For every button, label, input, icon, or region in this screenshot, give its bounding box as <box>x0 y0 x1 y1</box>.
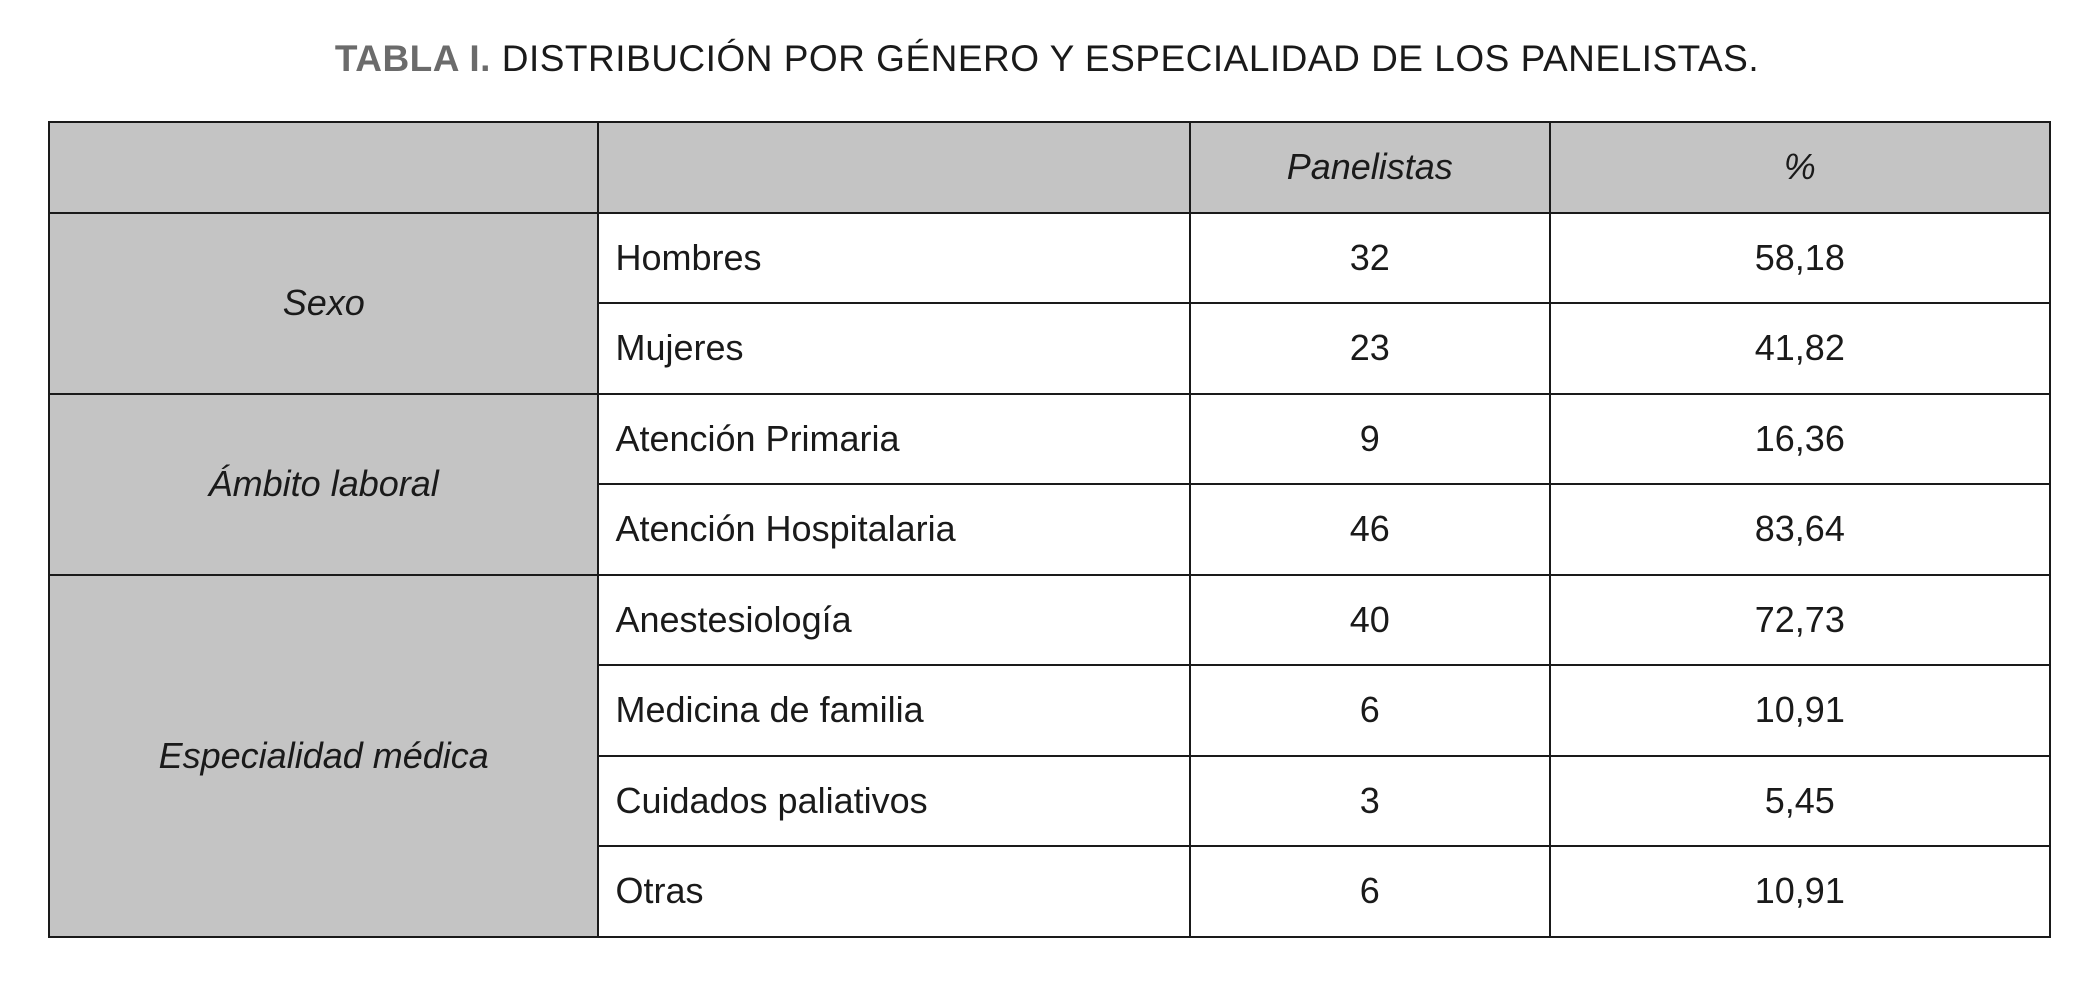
table-caption: DISTRIBUCIÓN POR GÉNERO Y ESPECIALIDAD D… <box>501 38 1760 79</box>
percent-cell: 58,18 <box>1548 211 2052 304</box>
count-cell: 23 <box>1188 302 1551 395</box>
table-title: TABLA I. DISTRIBUCIÓN POR GÉNERO Y ESPEC… <box>0 38 2094 80</box>
row-label: Atención Hospitalaria <box>597 483 1191 576</box>
count-cell: 3 <box>1188 754 1551 847</box>
row-label: Atención Primaria <box>597 392 1191 485</box>
table-row: Especialidad médica Anestesiología 40 72,73 <box>47 573 2052 938</box>
row-label: Cuidados paliativos <box>597 754 1191 847</box>
table-row: Otras 6 10,91 <box>49 845 2052 938</box>
percent-cell: 10,91 <box>1548 845 2052 938</box>
table-row: Mujeres 23 41,82 <box>49 302 2052 395</box>
group-cell: Sexo <box>47 211 600 395</box>
count-cell: 40 <box>1188 573 1551 666</box>
header-row: Panelistas % <box>47 121 2052 214</box>
row-label: Medicina de familia <box>597 664 1191 757</box>
percent-cell: 41,82 <box>1548 302 2052 395</box>
header-cell <box>597 121 1191 214</box>
table-row: Sexo Hombres 32 58,18 <box>47 211 2052 395</box>
row-label: Otras <box>597 845 1191 938</box>
table-row: Cuidados paliativos 3 5,45 <box>49 754 2052 847</box>
table-row: Ámbito laboral Atención Primaria 9 16,36 <box>47 392 2052 576</box>
table-row: Atención Hospitalaria 46 83,64 <box>49 483 2052 576</box>
row-label: Hombres <box>597 211 1191 304</box>
percent-cell: 10,91 <box>1548 664 2052 757</box>
group-cell: Ámbito laboral <box>47 392 600 576</box>
row-label: Anestesiología <box>597 573 1191 666</box>
count-cell: 6 <box>1188 845 1551 938</box>
count-cell: 6 <box>1188 664 1551 757</box>
table-row: Medicina de familia 6 10,91 <box>49 664 2052 757</box>
group-cell: Especialidad médica <box>47 573 600 938</box>
row-label: Mujeres <box>597 302 1191 395</box>
percent-cell: 5,45 <box>1548 754 2052 847</box>
panelists-table: Panelistas % Sexo Hombres 32 58,18 Mujeres 23… <box>47 121 2052 938</box>
count-cell: 32 <box>1188 211 1551 304</box>
percent-cell: 83,64 <box>1548 483 2052 576</box>
count-cell: 46 <box>1188 483 1551 576</box>
header-percent: % <box>1548 121 2052 214</box>
header-cell <box>47 121 600 214</box>
percent-cell: 72,73 <box>1548 573 2052 666</box>
percent-cell: 16,36 <box>1548 392 2052 485</box>
count-cell: 9 <box>1188 392 1551 485</box>
header-panelistas: Panelistas <box>1188 121 1551 214</box>
table-number: TABLA I. <box>334 38 491 79</box>
